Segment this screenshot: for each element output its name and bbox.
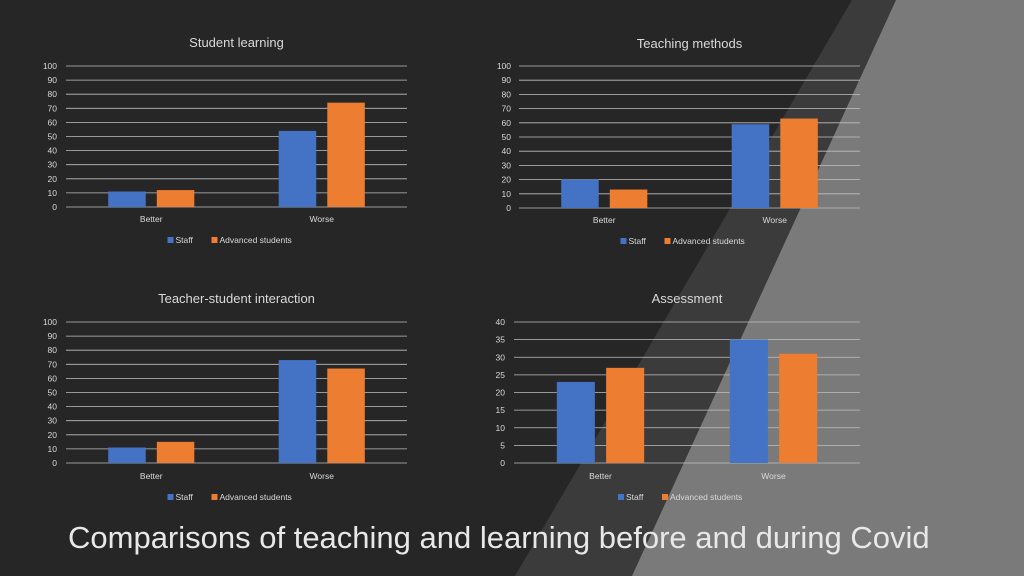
y-tick-label: 30 bbox=[496, 352, 506, 362]
y-tick-label: 60 bbox=[502, 118, 512, 128]
legend-label: Staff bbox=[176, 235, 194, 245]
bar-staff bbox=[108, 191, 146, 207]
legend-label: Staff bbox=[629, 236, 647, 246]
legend-label: Advanced students bbox=[673, 236, 745, 246]
y-tick-label: 100 bbox=[43, 317, 57, 327]
bar-staff bbox=[278, 130, 317, 207]
chart-teacher-student-interaction: Teacher-student interaction 0 10 20 30 40 50 60… bbox=[43, 291, 407, 502]
y-tick-label: 50 bbox=[502, 132, 512, 142]
legend-swatch bbox=[211, 494, 218, 500]
legend-label: Staff bbox=[626, 492, 644, 502]
slide-title: Comparisons of teaching and learning bef… bbox=[68, 520, 930, 555]
bar-advanced-students bbox=[606, 367, 645, 463]
legend-label: Advanced students bbox=[220, 492, 292, 502]
x-tick-label: Worse bbox=[761, 471, 786, 481]
x-tick-label: Worse bbox=[310, 471, 335, 481]
chart-title: Teacher-student interaction bbox=[158, 291, 315, 306]
y-tick-label: 80 bbox=[48, 89, 58, 99]
y-tick-label: 10 bbox=[48, 188, 58, 198]
x-tick-label: Worse bbox=[310, 214, 335, 224]
legend-swatch bbox=[618, 494, 624, 500]
y-tick-label: 5 bbox=[500, 440, 505, 450]
bar-staff bbox=[556, 381, 595, 463]
y-tick-label: 10 bbox=[48, 444, 58, 454]
y-tick-label: 10 bbox=[496, 423, 506, 433]
y-tick-label: 40 bbox=[48, 146, 58, 156]
chart-title: Teaching methods bbox=[637, 36, 743, 51]
y-tick-label: 50 bbox=[48, 388, 58, 398]
y-tick-label: 100 bbox=[497, 61, 511, 71]
x-tick-label: Worse bbox=[763, 215, 788, 225]
bar-staff bbox=[729, 339, 768, 463]
y-tick-label: 70 bbox=[48, 359, 58, 369]
legend-swatch bbox=[662, 494, 668, 500]
legend-label: Advanced students bbox=[670, 492, 742, 502]
y-tick-label: 10 bbox=[502, 189, 512, 199]
y-tick-label: 80 bbox=[502, 89, 512, 99]
y-tick-label: 20 bbox=[502, 175, 512, 185]
bar-advanced-students bbox=[327, 368, 365, 463]
x-tick-label: Better bbox=[589, 471, 612, 481]
legend-label: Advanced students bbox=[220, 235, 292, 245]
bar-advanced-students bbox=[779, 353, 818, 463]
y-tick-label: 0 bbox=[506, 203, 511, 213]
legend-swatch bbox=[167, 494, 174, 500]
legend-swatch bbox=[211, 237, 218, 243]
y-tick-label: 30 bbox=[502, 160, 512, 170]
chart-title: Assessment bbox=[652, 291, 723, 306]
x-tick-label: Better bbox=[140, 471, 163, 481]
y-tick-label: 15 bbox=[496, 405, 506, 415]
y-tick-label: 35 bbox=[496, 335, 506, 345]
y-tick-label: 70 bbox=[48, 103, 58, 113]
bar-advanced-students bbox=[780, 118, 818, 208]
y-tick-label: 40 bbox=[502, 146, 512, 156]
bar-advanced-students bbox=[156, 190, 195, 207]
y-tick-label: 20 bbox=[48, 430, 58, 440]
bar-staff bbox=[108, 447, 146, 463]
y-tick-label: 20 bbox=[48, 174, 58, 184]
y-tick-label: 50 bbox=[48, 132, 58, 142]
bar-staff bbox=[731, 124, 770, 208]
legend-swatch bbox=[167, 237, 174, 243]
y-tick-label: 60 bbox=[48, 117, 58, 127]
y-tick-label: 80 bbox=[48, 345, 58, 355]
y-tick-label: 90 bbox=[48, 75, 58, 85]
bar-staff bbox=[561, 179, 599, 208]
y-tick-label: 40 bbox=[496, 317, 506, 327]
bar-staff bbox=[278, 360, 317, 463]
y-tick-label: 0 bbox=[52, 202, 57, 212]
y-tick-label: 70 bbox=[502, 104, 512, 114]
y-tick-label: 90 bbox=[502, 75, 512, 85]
y-tick-label: 30 bbox=[48, 160, 58, 170]
bar-advanced-students bbox=[156, 441, 195, 463]
y-tick-label: 90 bbox=[48, 331, 58, 341]
legend-label: Staff bbox=[176, 492, 194, 502]
bar-advanced-students bbox=[609, 189, 648, 208]
y-tick-label: 0 bbox=[52, 458, 57, 468]
legend-swatch bbox=[620, 238, 627, 244]
x-tick-label: Better bbox=[140, 214, 163, 224]
y-tick-label: 40 bbox=[48, 402, 58, 412]
x-tick-label: Better bbox=[593, 215, 616, 225]
legend-swatch bbox=[664, 238, 671, 244]
y-tick-label: 100 bbox=[43, 61, 57, 71]
y-tick-label: 20 bbox=[496, 388, 506, 398]
bar-advanced-students bbox=[327, 102, 365, 207]
chart-title: Student learning bbox=[189, 35, 284, 50]
y-tick-label: 30 bbox=[48, 416, 58, 426]
chart-student-learning: Student learning 0 10 20 30 40 50 60 70 80 90 100 Be… bbox=[43, 35, 407, 245]
y-tick-label: 25 bbox=[496, 370, 506, 380]
y-tick-label: 0 bbox=[500, 458, 505, 468]
y-tick-label: 60 bbox=[48, 373, 58, 383]
chart-teaching-methods: Teaching methods 0 10 20 30 40 50 60 70 80 90 100 Be… bbox=[497, 36, 860, 246]
